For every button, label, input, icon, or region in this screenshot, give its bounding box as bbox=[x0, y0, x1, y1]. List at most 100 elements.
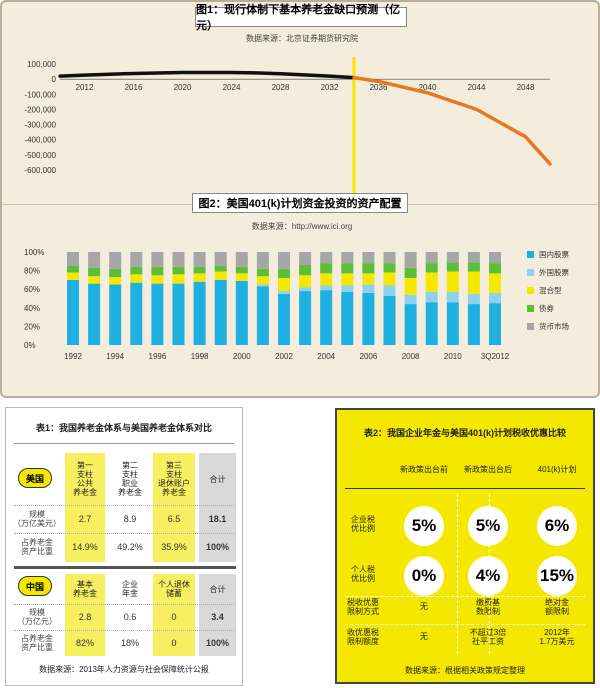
row-label: 税收优惠 限制方式 bbox=[347, 598, 379, 616]
rate-circle: 6% bbox=[537, 506, 577, 546]
column-header: 合计 bbox=[209, 474, 226, 484]
y-tick-label: -500,000 bbox=[24, 151, 56, 160]
table1-source: 数据来源：2013年人力资源与社会保障统计公报 bbox=[39, 665, 209, 674]
rate-circle: 4% bbox=[468, 556, 508, 596]
bar-segment bbox=[67, 252, 79, 266]
row-label: 占养老金 资产比重 bbox=[21, 634, 53, 652]
bar-segment bbox=[172, 274, 185, 284]
legend-label: 外国股票 bbox=[539, 268, 569, 277]
bar-segment bbox=[341, 263, 354, 274]
column-header: 个人退休 储蓄 bbox=[158, 580, 190, 598]
bar-segment bbox=[404, 294, 417, 305]
bar-segment bbox=[341, 273, 354, 286]
bar-segment bbox=[467, 271, 480, 294]
column-header: 合计 bbox=[209, 584, 226, 594]
legend-swatch bbox=[527, 251, 534, 258]
bar-segment bbox=[299, 275, 312, 288]
chart1-title: 图1：现行体制下基本养老金缺口预测（亿元） bbox=[195, 4, 407, 32]
row-rule bbox=[14, 630, 236, 631]
bar-segment bbox=[214, 252, 227, 266]
bar-segment bbox=[235, 266, 248, 274]
table-value: 不超过3倍 社平工资 bbox=[469, 628, 507, 646]
bar-segment bbox=[214, 265, 227, 272]
y-tick-label: 100% bbox=[24, 248, 44, 257]
bar-segment bbox=[425, 272, 438, 292]
bar-segment bbox=[425, 263, 438, 273]
x-tick-label: 2016 bbox=[125, 83, 143, 92]
row-label: 规模 （万亿元） bbox=[17, 608, 57, 626]
bar-segment bbox=[299, 291, 312, 345]
row-rule bbox=[14, 533, 236, 534]
x-tick-label: 1996 bbox=[149, 352, 167, 361]
table-value: 14.9% bbox=[72, 541, 98, 552]
chart1-source: 数据来源：北京证券期货研究院 bbox=[246, 34, 358, 43]
table-value: 0 bbox=[171, 611, 177, 622]
bar-segment bbox=[214, 271, 227, 280]
bar-segment bbox=[172, 252, 185, 267]
bar-segment bbox=[467, 252, 480, 263]
table-value: 0 bbox=[171, 637, 177, 648]
bar-segment bbox=[67, 279, 79, 345]
table-value: 100% bbox=[205, 541, 230, 552]
table1: 表1：我国养老金体系与美国养老金体系对比 美国 第一 支柱 公共 养老金 第二 支… bbox=[5, 407, 243, 686]
bar-segment bbox=[383, 285, 396, 296]
table-value: 2.7 bbox=[78, 513, 92, 524]
bar-segment bbox=[341, 285, 354, 292]
legend-swatch bbox=[527, 269, 534, 276]
table-value: 8.9 bbox=[123, 513, 137, 524]
legend-swatch bbox=[527, 305, 534, 312]
bar-segment bbox=[383, 252, 396, 264]
bar-segment bbox=[130, 252, 143, 267]
bar-segment bbox=[446, 302, 459, 345]
column-header: 第三 支柱 退休账户 养老金 bbox=[158, 461, 190, 497]
y-tick-label: -600,000 bbox=[24, 166, 56, 175]
legend-item: 混合型 bbox=[527, 285, 569, 296]
legend-label: 货币市场 bbox=[539, 322, 569, 331]
bar-segment bbox=[214, 279, 227, 345]
bar-segment bbox=[130, 274, 143, 283]
table2-title: 表2：我国企业年金与美国401(k)计划税收优惠比较 bbox=[363, 428, 567, 438]
row-label: 规模 （万亿美元） bbox=[13, 510, 61, 528]
table-value: 无 bbox=[420, 632, 428, 641]
bar-segment bbox=[320, 285, 333, 291]
yellow-col bbox=[153, 453, 195, 562]
yellow-col bbox=[65, 574, 105, 656]
bar-segment bbox=[278, 252, 290, 269]
table-value: 49.2% bbox=[117, 541, 143, 552]
bar-segment bbox=[446, 252, 459, 263]
table-value: 3.4 bbox=[211, 611, 224, 622]
bar-segment bbox=[151, 275, 164, 284]
x-tick-label: 2008 bbox=[402, 352, 420, 361]
table-value: 18% bbox=[120, 637, 139, 648]
row-label: 个人税 优比例 bbox=[351, 565, 375, 583]
bar-segment bbox=[109, 277, 122, 285]
bar-segment bbox=[193, 273, 206, 282]
bar-segment bbox=[88, 267, 101, 277]
table-value: 18.1 bbox=[208, 513, 227, 524]
column-header: 基本 养老金 bbox=[73, 580, 97, 598]
bar-segment bbox=[467, 304, 480, 345]
bar-segment bbox=[109, 284, 122, 345]
bar-segment bbox=[278, 278, 290, 292]
x-tick-label: 2006 bbox=[360, 352, 378, 361]
bar-segment bbox=[88, 276, 101, 284]
bar-segment bbox=[489, 292, 501, 304]
bar-segment bbox=[256, 276, 269, 285]
y-tick-label: -300,000 bbox=[24, 121, 56, 130]
row-rule bbox=[14, 604, 236, 605]
table-value: 绝对金 额限制 bbox=[545, 598, 569, 616]
chart1-plot: 100,000 0 -100,000 -200,000 -300,000 -400,000… bbox=[24, 57, 552, 198]
y-tick-label: 100,000 bbox=[27, 60, 56, 69]
rate-circle: 15% bbox=[537, 556, 577, 596]
bar-segment bbox=[320, 263, 333, 274]
bar-segment bbox=[404, 252, 417, 268]
bar-segment bbox=[130, 266, 143, 275]
bar-segment bbox=[362, 284, 375, 293]
bar-segment bbox=[67, 265, 79, 273]
bar-segment bbox=[489, 252, 501, 264]
bar-segment bbox=[341, 252, 354, 264]
chart2-source: 数据来源：http://www.ici.org bbox=[251, 222, 353, 231]
bar-segment bbox=[151, 252, 164, 267]
bar-segment bbox=[256, 284, 269, 287]
table-value: 82% bbox=[75, 637, 94, 648]
